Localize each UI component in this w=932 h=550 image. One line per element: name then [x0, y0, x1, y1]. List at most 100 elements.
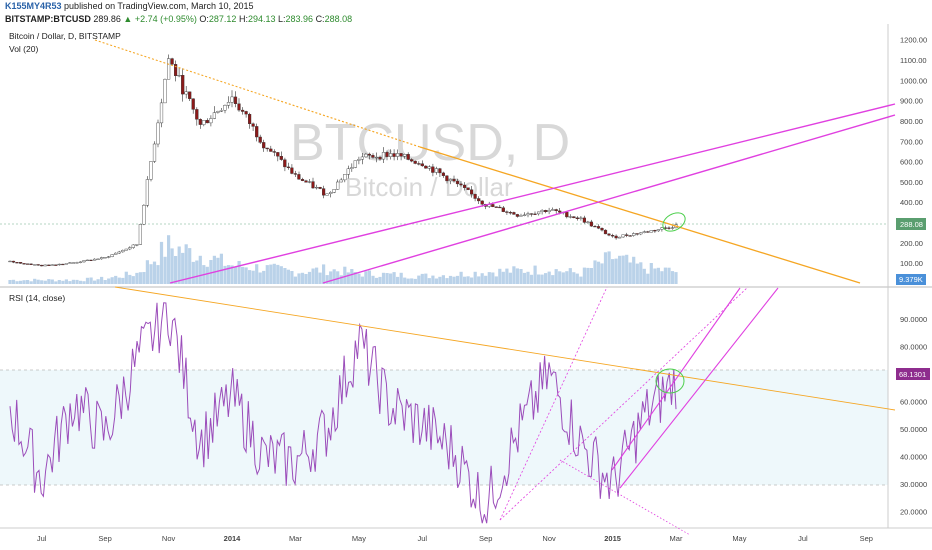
candle — [628, 235, 632, 237]
volume-bar — [50, 279, 54, 284]
publisher-name[interactable]: K155MY4R53 — [5, 1, 62, 11]
volume-bar — [269, 264, 273, 284]
candle — [438, 167, 442, 177]
candle — [22, 263, 26, 265]
rsi-channel-lower[interactable] — [619, 287, 779, 489]
candle-body — [568, 216, 572, 218]
channel-line-upper[interactable] — [169, 103, 896, 284]
candle — [477, 196, 481, 204]
price-tick-label: 200.00 — [900, 239, 923, 248]
candle — [455, 178, 460, 187]
candle — [568, 214, 572, 219]
candle — [163, 78, 167, 104]
candle — [230, 90, 234, 108]
volume-bar — [579, 276, 583, 284]
volume-bar — [389, 273, 393, 284]
candle — [656, 229, 660, 232]
volume-bar — [441, 275, 445, 284]
candle — [579, 216, 583, 221]
volume-bar — [635, 263, 639, 284]
volume-indicator-title[interactable]: Vol (20) — [9, 44, 39, 54]
candle-body — [491, 204, 495, 207]
candle — [57, 263, 61, 266]
candle-body — [247, 113, 252, 124]
volume-bar — [300, 272, 305, 284]
published-text: published on TradingView.com, March 10, … — [64, 1, 254, 11]
candle-body — [26, 263, 30, 265]
rsi-channel-dotted-lower[interactable] — [499, 286, 749, 521]
candle-body — [276, 152, 280, 157]
volume-bar — [124, 271, 128, 284]
volume-bar — [248, 270, 252, 284]
channel-line-lower[interactable] — [322, 114, 896, 284]
price-axis-ticks[interactable]: 1200.00 1100.00 1000.00 900.00 800.00 700.00 6… — [900, 36, 927, 269]
rsi-pane-title[interactable]: RSI (14, close) — [9, 293, 66, 303]
candle — [603, 229, 608, 235]
candle — [593, 225, 597, 228]
volume-bar — [212, 255, 216, 284]
high-value: 294.13 — [247, 14, 276, 24]
volume-bar — [593, 260, 597, 284]
candle-body — [515, 214, 519, 217]
volume-bar — [114, 275, 118, 284]
volume-bar — [156, 265, 160, 284]
candle — [325, 193, 329, 196]
candle — [392, 149, 396, 161]
candle-body — [611, 235, 615, 237]
candle — [614, 234, 618, 240]
candle-body — [367, 153, 371, 156]
candle — [212, 106, 216, 120]
candle-body — [529, 213, 534, 215]
candle — [8, 260, 12, 263]
volume-bar — [381, 272, 386, 284]
volume-bars — [8, 235, 678, 284]
volume-bar — [438, 276, 442, 284]
candle-body — [131, 244, 135, 248]
candle-body — [311, 181, 315, 189]
rsi-trendline-orange[interactable] — [114, 286, 896, 411]
volume-bar — [184, 244, 188, 284]
highlight-circle-price[interactable] — [660, 209, 689, 235]
candle-body — [519, 215, 523, 217]
last-price: 289.86 — [93, 14, 121, 24]
candle-body — [19, 262, 23, 264]
rsi-axis-ticks[interactable]: 90.000080.000070.000060.000050.000040.00… — [900, 315, 927, 517]
trendline-orange-dotted[interactable] — [94, 39, 421, 148]
time-axis-ticks[interactable]: Jul Sep Nov 2014 Mar May Jul Sep Nov 2015 Mar May Ju… — [37, 534, 873, 543]
candle-body — [614, 235, 618, 239]
volume-bar — [293, 276, 297, 284]
trendline-orange-resistance[interactable] — [419, 146, 861, 284]
volume-bar — [36, 279, 40, 284]
close-label: C: — [315, 14, 325, 24]
symbol-label[interactable]: BITSTAMP:BTCUSD — [5, 14, 91, 24]
volume-bar — [290, 271, 294, 284]
volume-bar — [244, 267, 248, 284]
candle-body — [240, 109, 245, 112]
volume-bar — [452, 276, 456, 284]
price-pane-title[interactable]: Bitcoin / Dollar, D, BITSTAMP — [9, 31, 121, 41]
time-tick-label: May — [352, 534, 366, 543]
volume-bar — [424, 273, 428, 284]
volume-bar — [195, 260, 199, 284]
candle-body — [551, 209, 555, 211]
candle — [526, 211, 530, 218]
volume-bar — [219, 253, 223, 284]
rsi-channel-dotted-upper[interactable] — [499, 286, 608, 521]
candle-body — [600, 227, 604, 231]
volume-bar — [47, 279, 51, 284]
volume-bar — [68, 281, 72, 284]
rsi-dotted-descending[interactable] — [559, 459, 691, 536]
candle-body — [78, 261, 83, 263]
candle-body — [558, 210, 562, 213]
low-value: 283.96 — [285, 14, 314, 24]
candle — [219, 108, 223, 112]
volume-bar — [628, 262, 632, 284]
candle — [233, 91, 238, 108]
rsi-channel-upper[interactable] — [611, 287, 741, 471]
volume-bar — [582, 267, 586, 284]
candle-body — [537, 211, 541, 215]
candle — [276, 152, 280, 162]
candle-body — [315, 186, 319, 189]
highlight-circle-rsi[interactable] — [655, 368, 685, 394]
candle-body — [494, 206, 498, 208]
